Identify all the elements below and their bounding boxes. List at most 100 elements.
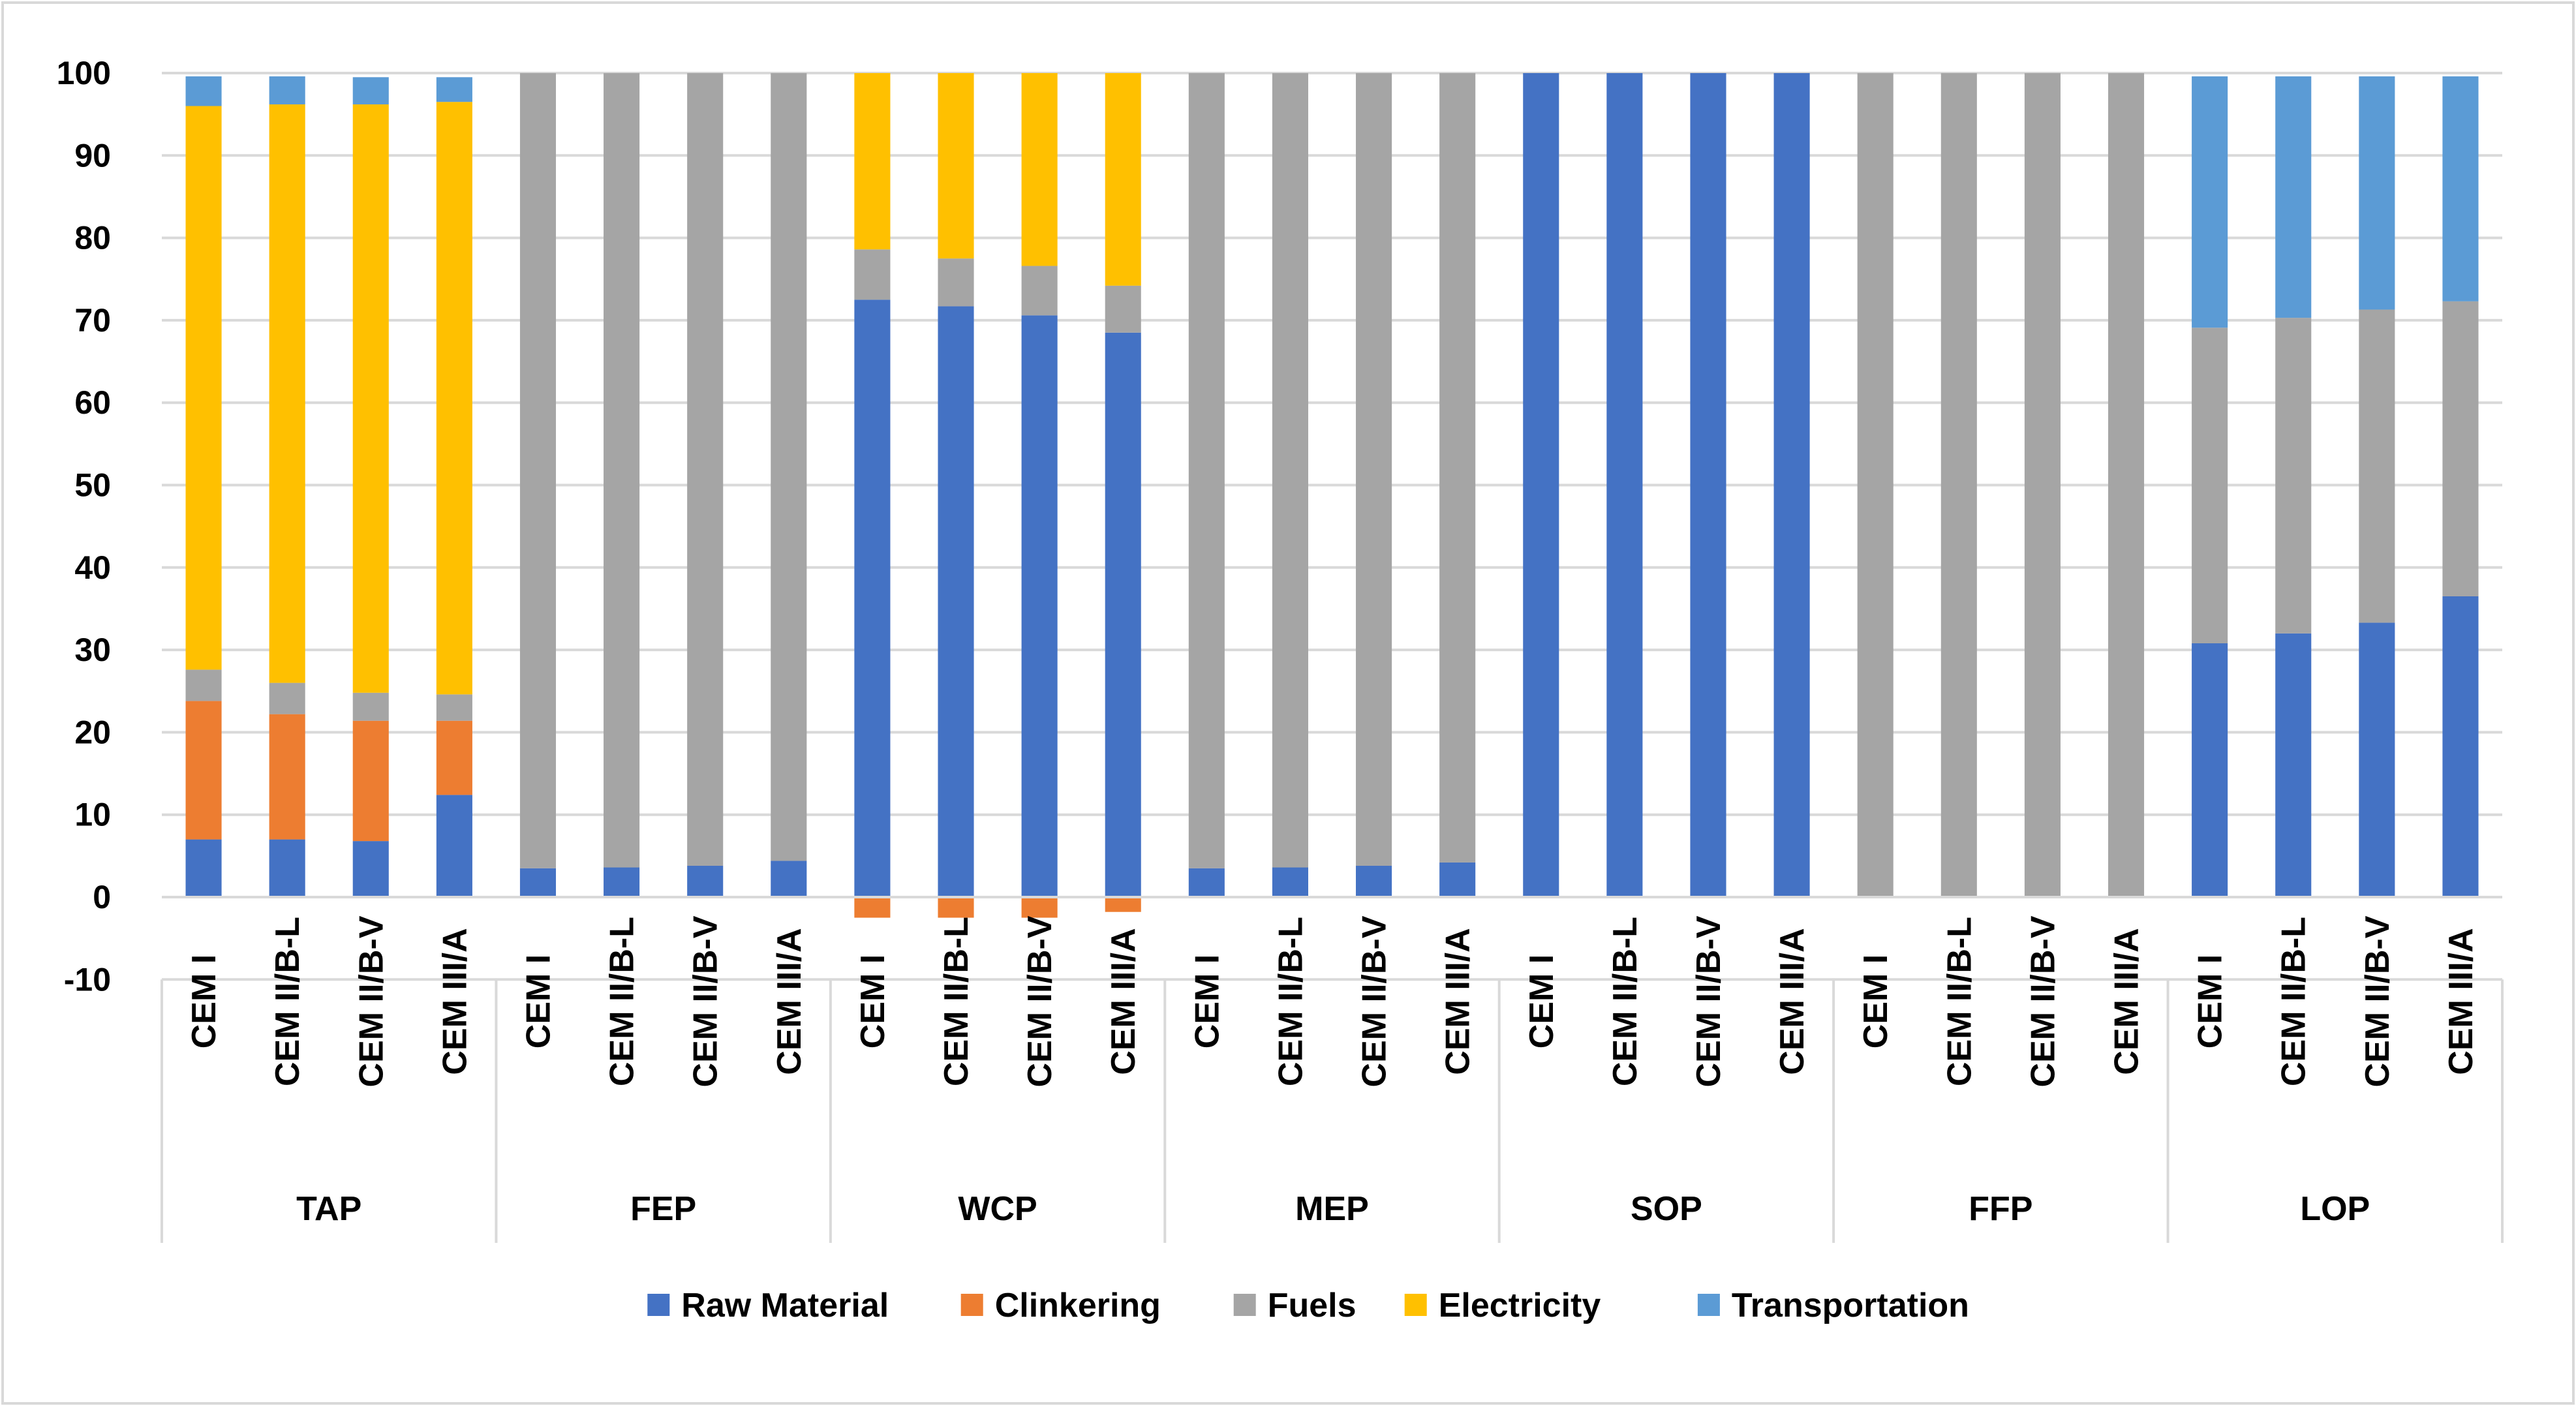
bar-segment — [519, 73, 557, 868]
group-label: FEP — [630, 1190, 696, 1228]
bar-segment — [1356, 866, 1392, 897]
bar-segment — [854, 249, 891, 300]
legend-label: Electricity — [1439, 1287, 1601, 1324]
bar-segment — [436, 720, 472, 795]
bar-segment — [185, 839, 222, 897]
y-tick-label: 30 — [74, 632, 111, 668]
x-tick-label: CEM I — [185, 955, 223, 1048]
bar-segment — [352, 77, 389, 104]
x-tick-label: CEM I — [1188, 955, 1226, 1048]
legend-label: Fuels — [1268, 1287, 1357, 1324]
bar-segment — [1356, 73, 1392, 866]
bar-segment — [1439, 73, 1476, 863]
group-label: WCP — [958, 1190, 1037, 1228]
bar-segment — [352, 692, 389, 721]
y-tick-label: 60 — [74, 384, 111, 421]
legend-swatch — [647, 1294, 670, 1316]
bar-segment — [687, 866, 724, 897]
bar-segment — [1439, 862, 1476, 897]
x-tick-label: CEM I — [1857, 955, 1895, 1048]
x-tick-label: CEM II/B-V — [352, 915, 390, 1087]
x-tick-label: CEM II/B-L — [1940, 917, 1978, 1086]
x-tick-label: CEM I — [519, 955, 557, 1048]
bar-segment — [1523, 73, 1559, 897]
bar-segment — [2192, 328, 2228, 643]
legend-label: Transportation — [1732, 1287, 1969, 1324]
legend-swatch — [1404, 1294, 1427, 1316]
bar-segment — [604, 73, 640, 868]
y-tick-label: -10 — [64, 961, 111, 998]
group-label: LOP — [2300, 1190, 2370, 1228]
bar-segment — [2024, 73, 2061, 897]
legend-swatch — [1233, 1294, 1256, 1316]
bar-segment — [1021, 73, 1058, 266]
bar-segment — [1105, 285, 1141, 333]
bar-segment — [938, 306, 974, 898]
y-tick-label: 90 — [74, 137, 111, 174]
bar-segment — [1188, 868, 1225, 897]
bar-segment — [436, 77, 472, 102]
bar-segment — [269, 839, 305, 897]
bar-segment — [436, 694, 472, 721]
bar-segment — [2275, 76, 2312, 318]
bar-segment — [604, 867, 640, 897]
bar-segment — [1105, 73, 1141, 286]
bar-segment — [1021, 897, 1058, 918]
x-tick-label: CEM II/B-V — [2359, 915, 2397, 1087]
bar-segment — [2275, 318, 2312, 634]
bar-segment — [2192, 643, 2228, 897]
bar-segment — [269, 682, 305, 714]
legend: Raw Material Clinkering Fuels Electricity Tr… — [647, 1287, 1969, 1324]
y-tick-label: 100 — [57, 55, 111, 91]
bar-segment — [1105, 332, 1141, 898]
y-tick-label: 0 — [93, 879, 111, 915]
x-tick-label: CEM III/A — [436, 928, 474, 1075]
legend-label: Clinkering — [995, 1287, 1161, 1324]
bar-segment — [1021, 266, 1058, 316]
bar-segment — [436, 795, 472, 897]
x-tick-label: CEM II/B-V — [687, 915, 725, 1087]
bar-segment — [1021, 315, 1058, 897]
legend-label: Raw Material — [681, 1287, 889, 1324]
y-tick-label: 70 — [74, 302, 111, 339]
bar-segment — [185, 669, 222, 701]
x-tick-label: CEM I — [2192, 955, 2230, 1048]
bar-segment — [771, 73, 807, 861]
x-tick-label: CEM II/B-L — [269, 917, 307, 1086]
x-tick-label: CEM I — [854, 955, 892, 1048]
bar-segment — [938, 73, 974, 259]
y-tick-label: 40 — [74, 549, 111, 586]
y-tick-label: 10 — [74, 797, 111, 833]
bar-segment — [2442, 301, 2479, 597]
y-tick-label: 80 — [74, 220, 111, 256]
y-tick-label: 20 — [74, 714, 111, 750]
bar-segment — [2192, 76, 2228, 328]
axes — [161, 896, 2504, 1243]
bar-segment — [1773, 73, 1810, 897]
bar-segment — [1188, 73, 1225, 868]
bar-segment — [2359, 309, 2395, 623]
x-tick-label: CEM II/B-L — [1606, 917, 1644, 1086]
bar-segment — [2359, 622, 2395, 897]
x-tick-label: CEM III/A — [771, 928, 808, 1075]
x-tick-label: CEM II/B-L — [938, 917, 975, 1086]
bar-segment — [771, 861, 807, 897]
legend-swatch — [1697, 1294, 1720, 1316]
bar-segment — [352, 104, 389, 693]
bar-segment — [185, 106, 222, 670]
bar-segment — [2442, 76, 2479, 301]
bar-segment — [352, 720, 389, 842]
bar-segment — [269, 104, 305, 683]
bar-segment — [2359, 76, 2395, 310]
bar-segment — [2108, 73, 2145, 897]
bar-segment — [269, 76, 305, 104]
bar-segment — [938, 897, 974, 918]
group-label: MEP — [1295, 1190, 1369, 1228]
x-tick-label: CEM I — [1523, 955, 1561, 1048]
bar-segment — [352, 841, 389, 897]
tick-labels: -10 0 10 20 30 40 50 60 70 80 90 100 CEM I CEM II/B-L… — [57, 55, 2480, 1228]
x-tick-label: CEM III/A — [2108, 928, 2146, 1075]
group-label: FFP — [1969, 1190, 2032, 1228]
bar-segment — [1857, 73, 1894, 897]
bar-segment — [185, 701, 222, 840]
